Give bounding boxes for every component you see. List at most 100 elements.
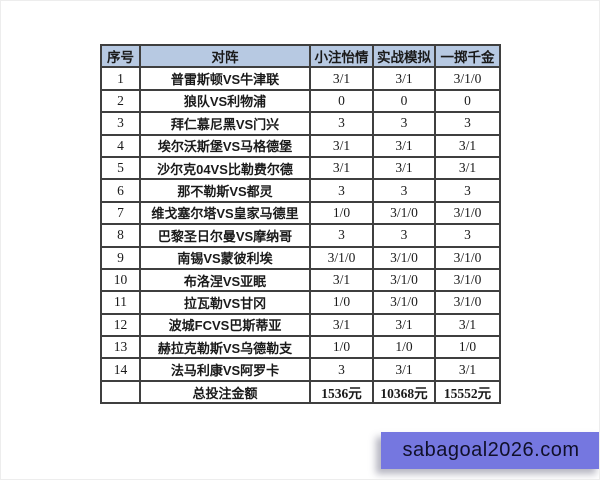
header-row: 序号 对阵 小注怡情 实战模拟 一掷千金	[100, 43, 501, 69]
table-row: 7 维戈塞尔塔VS皇家马德里 1/0 3/1/0 3/1/0	[100, 200, 501, 226]
total-small-bet: 1536元	[309, 379, 374, 405]
cell-small-bet: 0	[309, 88, 374, 114]
cell-small-bet: 3/1/0	[309, 245, 374, 270]
cell-small-bet: 1/0	[309, 200, 374, 226]
cell-match: 拉瓦勒VS甘冈	[139, 290, 311, 315]
watermark-banner: sabagoal2026.com	[381, 432, 599, 469]
cell-index: 11	[100, 290, 141, 315]
cell-big-bet: 3/1/0	[434, 66, 501, 91]
cell-match: 那不勒斯VS都灵	[139, 178, 311, 203]
table-row: 11 拉瓦勒VS甘冈 1/0 3/1/0 3/1/0	[100, 290, 501, 315]
cell-index: 12	[100, 312, 141, 338]
cell-big-bet: 3/1	[434, 312, 501, 338]
cell-match: 埃尔沃斯堡VS马格德堡	[139, 133, 311, 158]
watermark-text: sabagoal2026.com	[402, 439, 580, 461]
cell-match: 沙尔克04VS比勒费尔德	[139, 155, 311, 181]
cell-index: 13	[100, 335, 141, 360]
table-row: 1 普雷斯顿VS牛津联 3/1 3/1 3/1/0	[100, 66, 501, 91]
cell-big-bet: 0	[434, 88, 501, 114]
cell-match: 拜仁慕尼黑VS门兴	[139, 111, 311, 136]
cell-small-bet: 1/0	[309, 335, 374, 360]
total-label: 总投注金额	[139, 379, 311, 405]
cell-small-bet: 3/1	[309, 155, 374, 181]
col-header-big-bet: 一掷千金	[434, 43, 501, 69]
table-row: 2 狼队VS利物浦 0 0 0	[100, 88, 501, 114]
cell-big-bet: 3/1/0	[434, 267, 501, 293]
cell-simulation: 3/1	[372, 66, 436, 91]
table-row: 9 南锡VS蒙彼利埃 3/1/0 3/1/0 3/1/0	[100, 245, 501, 270]
cell-simulation: 3/1	[372, 357, 436, 382]
cell-small-bet: 3	[309, 223, 374, 248]
cell-index: 2	[100, 88, 141, 114]
cell-match: 维戈塞尔塔VS皇家马德里	[139, 200, 311, 226]
cell-match: 波城FCVS巴斯蒂亚	[139, 312, 311, 338]
cell-index: 14	[100, 357, 141, 382]
cell-index: 10	[100, 267, 141, 293]
cell-big-bet: 3	[434, 223, 501, 248]
col-header-index: 序号	[100, 43, 141, 69]
table-row: 5 沙尔克04VS比勒费尔德 3/1 3/1 3/1	[100, 155, 501, 181]
col-header-match: 对阵	[139, 43, 311, 69]
table-header: 序号 对阵 小注怡情 实战模拟 一掷千金	[100, 43, 501, 69]
cell-big-bet: 1/0	[434, 335, 501, 360]
cell-simulation: 3/1/0	[372, 267, 436, 293]
cell-match: 狼队VS利物浦	[139, 88, 311, 114]
cell-simulation: 3/1	[372, 133, 436, 158]
total-row: 总投注金额 1536元 10368元 15552元	[100, 379, 501, 405]
table-row: 4 埃尔沃斯堡VS马格德堡 3/1 3/1 3/1	[100, 133, 501, 158]
cell-index: 5	[100, 155, 141, 181]
cell-small-bet: 3/1	[309, 133, 374, 158]
table-row: 13 赫拉克勒斯VS乌德勒支 1/0 1/0 1/0	[100, 335, 501, 360]
cell-index: 3	[100, 111, 141, 136]
total-empty-cell	[100, 379, 141, 405]
cell-index: 9	[100, 245, 141, 270]
table-row: 8 巴黎圣日尔曼VS摩纳哥 3 3 3	[100, 223, 501, 248]
cell-index: 8	[100, 223, 141, 248]
cell-simulation: 3/1	[372, 155, 436, 181]
cell-index: 4	[100, 133, 141, 158]
col-header-simulation: 实战模拟	[372, 43, 436, 69]
cell-simulation: 3	[372, 178, 436, 203]
cell-big-bet: 3/1	[434, 357, 501, 382]
table-footer: 总投注金额 1536元 10368元 15552元	[100, 379, 501, 405]
cell-simulation: 0	[372, 88, 436, 114]
cell-index: 6	[100, 178, 141, 203]
cell-simulation: 3/1/0	[372, 245, 436, 270]
cell-small-bet: 3/1	[309, 66, 374, 91]
cell-index: 1	[100, 66, 141, 91]
cell-match: 南锡VS蒙彼利埃	[139, 245, 311, 270]
cell-match: 赫拉克勒斯VS乌德勒支	[139, 335, 311, 360]
cell-big-bet: 3/1	[434, 155, 501, 181]
cell-small-bet: 3/1	[309, 312, 374, 338]
total-big-bet: 15552元	[434, 379, 501, 405]
cell-index: 7	[100, 200, 141, 226]
cell-small-bet: 3/1	[309, 267, 374, 293]
cell-simulation: 1/0	[372, 335, 436, 360]
cell-simulation: 3/1	[372, 312, 436, 338]
cell-big-bet: 3/1/0	[434, 290, 501, 315]
table-body: 1 普雷斯顿VS牛津联 3/1 3/1 3/1/0 2 狼队VS利物浦 0 0 …	[100, 66, 501, 382]
cell-big-bet: 3	[434, 178, 501, 203]
cell-match: 法马利康VS阿罗卡	[139, 357, 311, 382]
cell-simulation: 3/1/0	[372, 200, 436, 226]
cell-big-bet: 3/1	[434, 133, 501, 158]
cell-simulation: 3	[372, 111, 436, 136]
table-row: 12 波城FCVS巴斯蒂亚 3/1 3/1 3/1	[100, 312, 501, 338]
total-simulation: 10368元	[372, 379, 436, 405]
cell-simulation: 3/1/0	[372, 290, 436, 315]
cell-match: 普雷斯顿VS牛津联	[139, 66, 311, 91]
cell-small-bet: 3	[309, 111, 374, 136]
table-row: 3 拜仁慕尼黑VS门兴 3 3 3	[100, 111, 501, 136]
cell-big-bet: 3	[434, 111, 501, 136]
cell-small-bet: 3	[309, 357, 374, 382]
table-row: 6 那不勒斯VS都灵 3 3 3	[100, 178, 501, 203]
cell-simulation: 3	[372, 223, 436, 248]
betting-table: 序号 对阵 小注怡情 实战模拟 一掷千金 1 普雷斯顿VS牛津联 3/1 3/1…	[100, 43, 501, 405]
cell-big-bet: 3/1/0	[434, 245, 501, 270]
cell-match: 巴黎圣日尔曼VS摩纳哥	[139, 223, 311, 248]
cell-match: 布洛涅VS亚眠	[139, 267, 311, 293]
table-row: 10 布洛涅VS亚眠 3/1 3/1/0 3/1/0	[100, 267, 501, 293]
cell-small-bet: 3	[309, 178, 374, 203]
cell-small-bet: 1/0	[309, 290, 374, 315]
